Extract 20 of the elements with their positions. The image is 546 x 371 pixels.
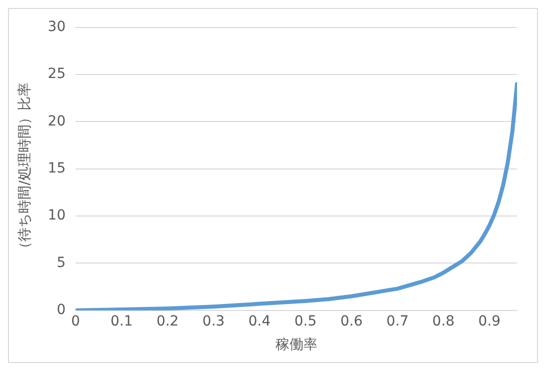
x-tick-label: 0.5 — [294, 313, 317, 330]
chart-frame: 稼働率 （待ち時間/処理時間）比率 0 0.1 0.2 0.3 0.4 0.5 0.6 0.7 0.8 0.9 0 5 10 15 20 25 30 — [8, 8, 538, 363]
y-tick-label: 25 — [48, 66, 66, 82]
x-tick-label: 0.7 — [386, 313, 409, 330]
y-tick-label: 30 — [48, 19, 66, 36]
x-tick-label: 0.6 — [340, 313, 363, 330]
x-tick-label: 0 — [71, 313, 80, 330]
x-tick-label: 0.1 — [110, 313, 133, 330]
x-axis-title: 稼働率 — [275, 337, 318, 354]
x-tick-label: 0.2 — [156, 313, 179, 330]
y-tick-label: 5 — [56, 254, 66, 271]
y-axis-title: （待ち時間/処理時間）比率 — [17, 82, 34, 256]
y-tick-label: 10 — [48, 208, 66, 224]
y-tick-label: 0 — [56, 302, 66, 318]
y-tick-label: 20 — [48, 113, 66, 130]
x-tick-label: 0.3 — [202, 313, 225, 330]
y-tick-label: 15 — [48, 160, 66, 177]
x-tick-label: 0.8 — [432, 313, 455, 330]
x-tick-label: 0.4 — [248, 313, 271, 330]
x-tick-label: 0.9 — [478, 313, 501, 330]
